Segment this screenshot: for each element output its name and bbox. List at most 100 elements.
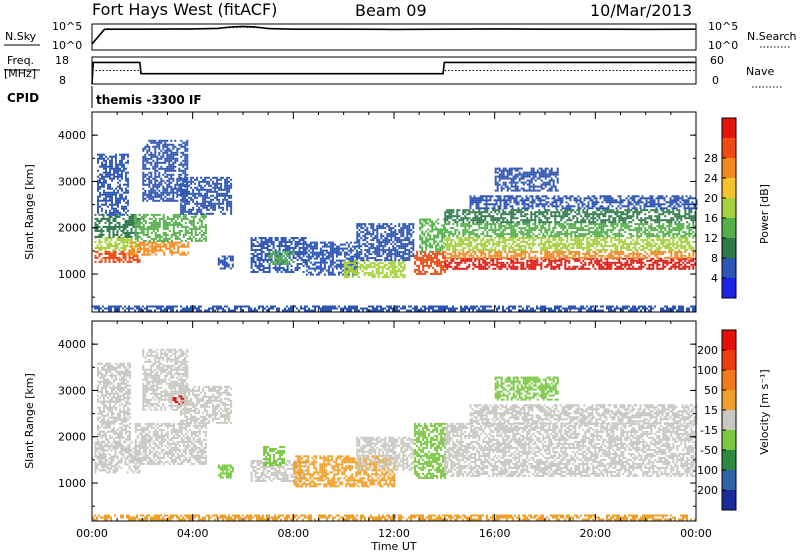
velocity-ylabel: Slant Range [km] [23, 373, 36, 469]
power-ytick-label: 4000 [58, 129, 86, 142]
velocity-colorbar-swatch [722, 350, 736, 370]
velocity-region-13 [469, 404, 698, 425]
velocity-colorbar-tick: 15 [704, 404, 718, 417]
frequency-series-group [91, 61, 696, 85]
power-colorbar-swatch [722, 138, 736, 158]
power-region-16 [444, 257, 697, 270]
power-region-15 [419, 218, 446, 253]
velocity-region-15 [92, 514, 696, 521]
velocity-colorbar-swatch [722, 410, 736, 430]
velocity-ytick-label: 4000 [58, 338, 86, 351]
power-axes: 1000 2000 3000 4000 [58, 111, 697, 312]
power-colorbar-swatch [722, 238, 736, 258]
velocity-region-6 [217, 464, 234, 479]
velocity-colorbar-swatch [722, 470, 736, 490]
time-tick-label: 04:00 [177, 527, 209, 540]
power-region-0 [94, 250, 141, 263]
power-colorbar-swatch [722, 158, 736, 178]
power-ytick-label: 2000 [58, 222, 86, 235]
power-colorbar-swatch [722, 278, 736, 298]
power-colorbar-swatch [722, 198, 736, 218]
date-title: 10/Mar/2013 [590, 1, 692, 20]
power-region-9 [250, 237, 307, 273]
frequency-panel: Freq. [MHz] 18 8 60 0 Nave [4, 54, 782, 88]
velocity-region-8 [263, 446, 286, 466]
beam-title: Beam 09 [355, 1, 427, 20]
velocity-ytick-label: 3000 [58, 384, 86, 397]
noise-series-sky [91, 25, 697, 45]
velocity-colorbar-tick: -200 [693, 484, 718, 497]
freq-left-tick-bottom: 8 [59, 74, 66, 87]
noise-panel: N.Sky 10^5 10^0 10^5 10^0 N.Search [4, 20, 797, 52]
power-region-21 [469, 195, 698, 210]
power-region-3 [97, 153, 129, 216]
power-colorbar-swatch [722, 118, 736, 138]
power-colorbar-swatch [722, 258, 736, 278]
velocity-colorbar-tick: 100 [697, 364, 718, 377]
velocity-colorbar-swatch [722, 330, 736, 350]
frequency-series-line [91, 61, 696, 85]
velocity-colorbar-tick: 50 [704, 384, 718, 397]
power-colorbar-tick: 20 [704, 192, 718, 205]
velocity-colorbar: 200 100 50 15 -15 -50 -100 -200 [693, 329, 737, 511]
power-region-5 [134, 213, 207, 242]
power-colorbar-tick: 4 [711, 272, 718, 285]
power-colorbar-swatch [722, 218, 736, 238]
velocity-region-0 [94, 441, 141, 474]
velocity-ytick-label: 1000 [58, 477, 86, 490]
velocity-region-11 [414, 422, 447, 479]
freq-right-label: Nave [746, 65, 774, 78]
velocity-heatmap [92, 348, 698, 521]
time-tick-label: 00:00 [680, 527, 712, 540]
velocity-region-10 [356, 436, 415, 471]
power-colorbar-tick: 16 [704, 212, 718, 225]
velocity-region-12 [444, 422, 697, 477]
power-region-20 [444, 209, 697, 224]
power-region-8 [217, 255, 234, 270]
noise-series-search [91, 26, 697, 45]
time-tick-label: 12:00 [378, 527, 410, 540]
velocity-colorbar-tick: -100 [693, 464, 718, 477]
velocity-region-2 [134, 422, 207, 465]
time-axis-label: Time UT [370, 540, 416, 553]
power-ylabel: Slant Range [km] [23, 164, 36, 260]
power-region-13 [356, 223, 415, 262]
power-colorbar-tick: 28 [704, 152, 718, 165]
power-region-22 [494, 167, 559, 192]
noise-right-label: N.Search [747, 30, 797, 43]
power-panel: 1000 2000 3000 4000 Slant Range [km] 4 8 12 16… [23, 111, 771, 313]
time-axis: 00:00 04:00 08:00 12:00 16:00 20:00 00:00 [76, 527, 712, 540]
power-region-4 [127, 241, 190, 256]
nave-series-line [92, 70, 696, 75]
station-title: Fort Hays West (fitACF) [92, 0, 277, 19]
time-tick-label: 20:00 [579, 527, 611, 540]
power-region-11 [305, 241, 358, 276]
power-colorbar-tick: 8 [711, 252, 718, 265]
noise-left-tick-bottom: 10^0 [52, 39, 82, 52]
time-tick-label: 00:00 [76, 527, 108, 540]
power-ytick-label: 3000 [58, 175, 86, 188]
noise-left-tick-top: 10^5 [52, 20, 82, 33]
cpid-value: themis -3300 IF [96, 93, 202, 107]
power-colorbar: 4 8 12 16 20 24 28 [704, 117, 737, 299]
cpid-label: CPID [7, 91, 39, 105]
time-tick-label: 16:00 [479, 527, 511, 540]
velocity-colorbar-tick: -15 [700, 424, 718, 437]
power-region-10 [268, 250, 295, 265]
power-colorbar-tick: 12 [704, 232, 718, 245]
power-region-6 [142, 139, 189, 202]
velocity-colorbar-label: Velocity [m s⁻¹] [758, 369, 771, 454]
velocity-colorbar-swatch [722, 430, 736, 450]
power-region-14 [414, 250, 447, 275]
velocity-colorbar-swatch [722, 450, 736, 470]
freq-right-tick-top: 60 [710, 54, 724, 67]
velocity-colorbar-tick: -50 [700, 444, 718, 457]
power-region-23 [92, 305, 696, 312]
power-colorbar-tick: 24 [704, 172, 718, 185]
power-region-18 [444, 237, 697, 251]
freq-left-label: Freq. [7, 54, 34, 67]
power-region-2 [94, 213, 141, 238]
noise-left-label: N.Sky [5, 30, 37, 43]
freq-right-tick-bottom: 0 [712, 74, 719, 87]
